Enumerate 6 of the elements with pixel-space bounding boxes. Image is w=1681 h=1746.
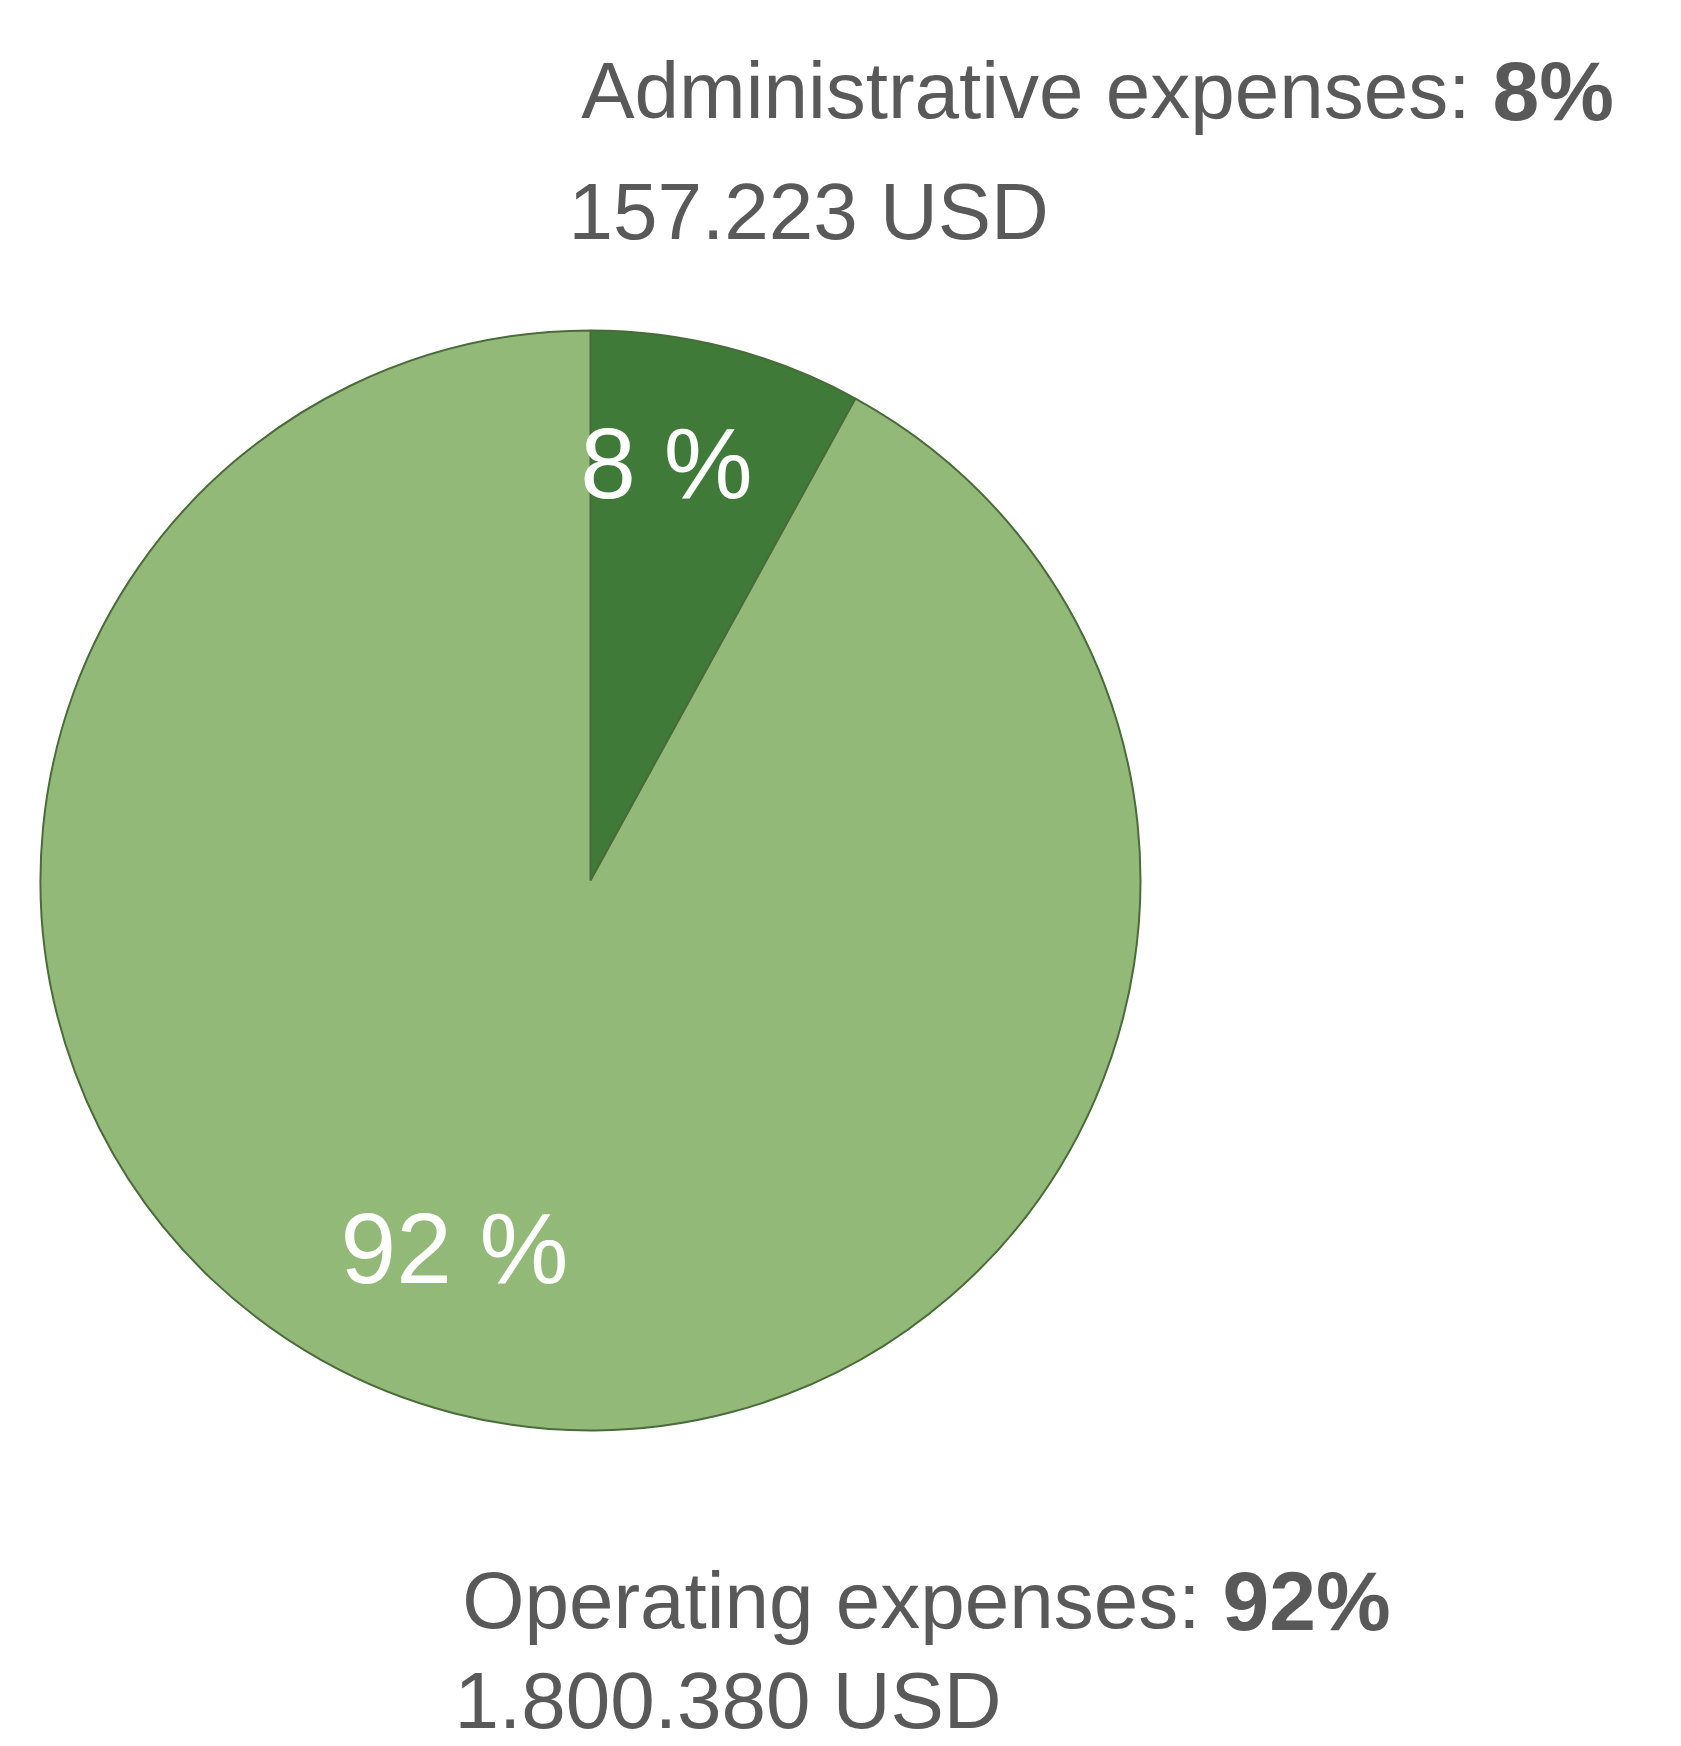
data-label: 8 %: [580, 406, 753, 519]
slice-label: Administrative expenses: 8%: [581, 43, 1614, 138]
text: 1.800.380 USD: [454, 1656, 1002, 1745]
text: 157.223 USD: [568, 167, 1049, 256]
data-label: 92 %: [340, 1191, 569, 1304]
slice-label: Operating expenses: 92%: [462, 1553, 1391, 1648]
